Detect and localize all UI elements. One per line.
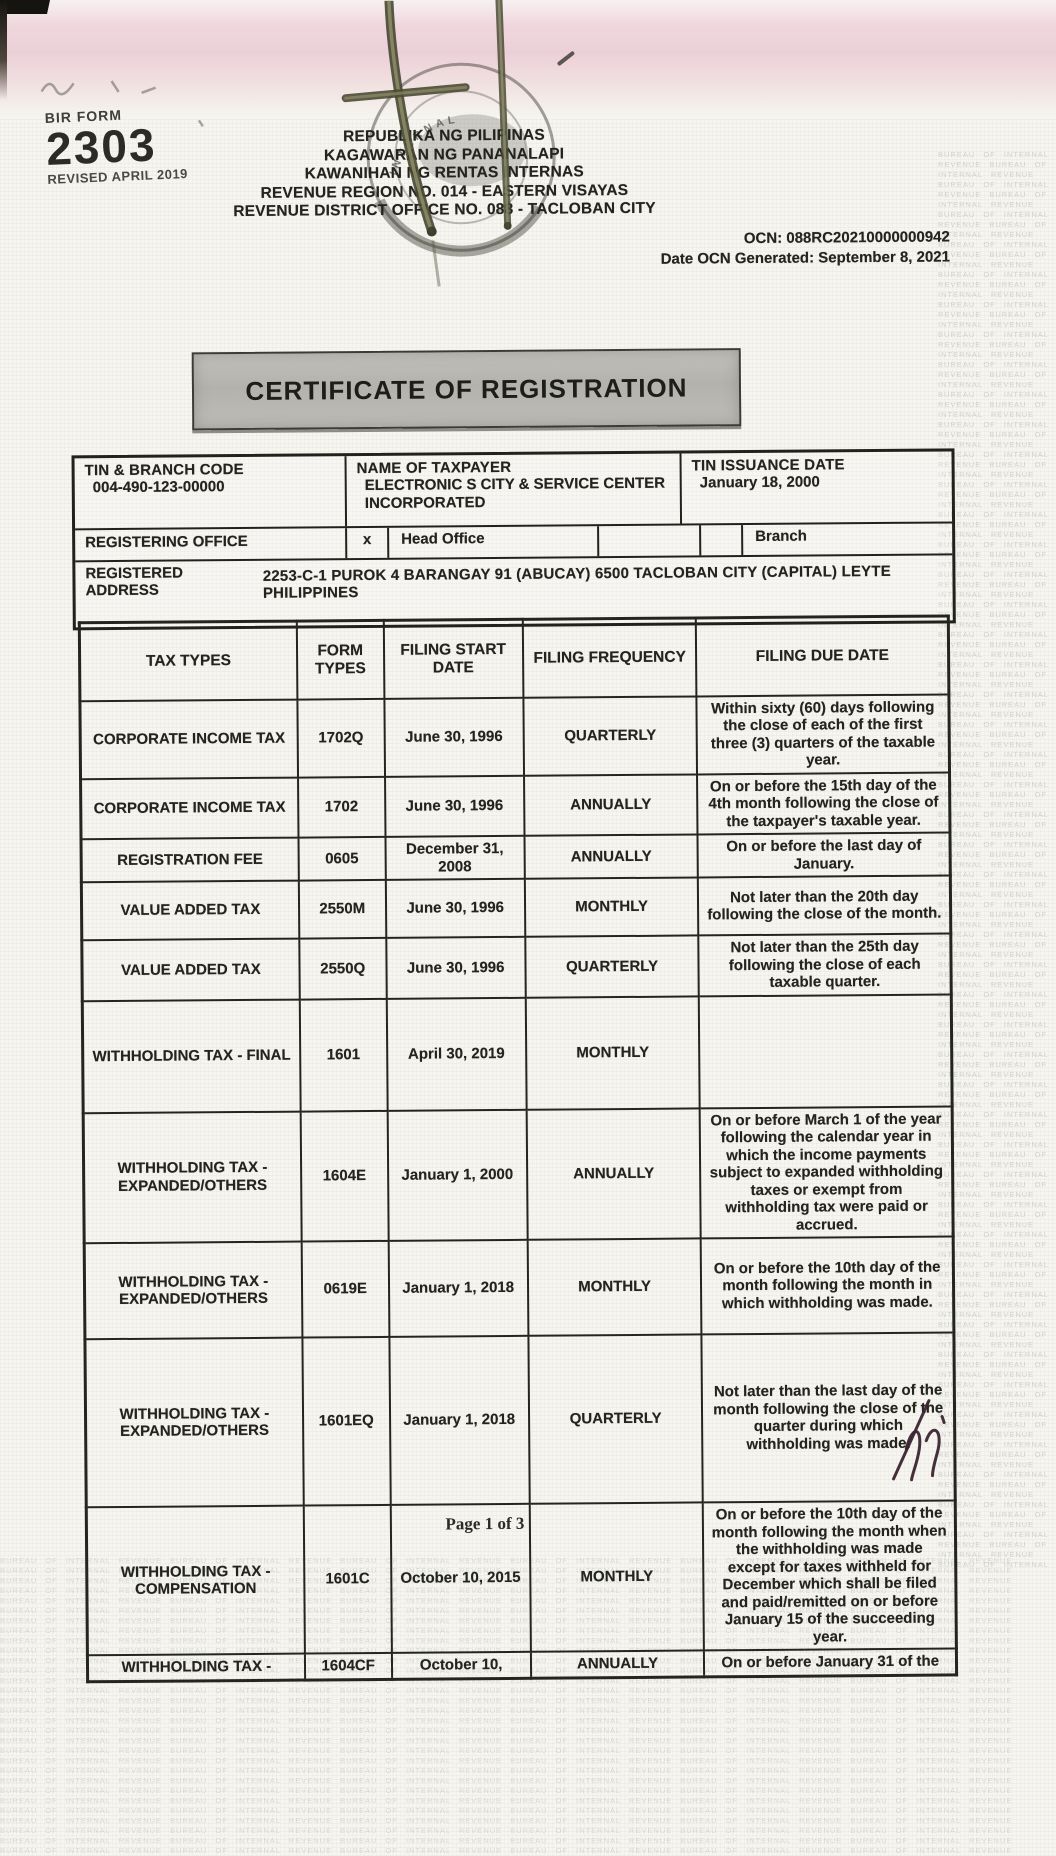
tin-branch-label: TIN & BRANCH CODE bbox=[84, 460, 244, 480]
start-date-cell: January 1, 2018 bbox=[389, 1335, 530, 1505]
form-id-block: BIR FORM 2303 REVISED APRIL 2019 bbox=[44, 104, 188, 187]
watermark-pattern: BUREAU OF INTERNAL REVENUE BUREAU OF INT… bbox=[0, 1556, 1013, 1855]
due-date-cell: On or before March 1 of the year followi… bbox=[700, 1105, 954, 1239]
branch-checkbox bbox=[701, 525, 744, 556]
due-date-cell: Not later than the last day of the month… bbox=[701, 1332, 956, 1503]
table-row: WITHHOLDING TAX - EXPANDED/OTHERS 1604E … bbox=[83, 1105, 954, 1244]
tin-branch-value: 004-490-123-00000 bbox=[92, 478, 225, 497]
frequency-cell: ANNUALLY bbox=[530, 1650, 705, 1678]
due-date-cell: On or before January 31 of the bbox=[704, 1648, 957, 1677]
form-type-cell: 1604E bbox=[300, 1110, 389, 1242]
scan-edge-artifact bbox=[0, 0, 50, 14]
tax-type-cell: WITHHOLDING TAX - EXPANDED/OTHERS bbox=[84, 1337, 304, 1508]
head-office-checkbox: x bbox=[347, 527, 390, 559]
table-row: WITHHOLDING TAX - 1604CF October 10, ANN… bbox=[87, 1648, 957, 1682]
scan-edge-artifact bbox=[0, 0, 7, 100]
form-type-cell: 1604CF bbox=[304, 1652, 392, 1680]
start-date-cell: December 31, 2008 bbox=[385, 835, 525, 880]
taxpayer-name-value: ELECTRONIC S CITY & SERVICE CENTER INCOR… bbox=[364, 474, 666, 513]
table-row: WITHHOLDING TAX - EXPANDED/OTHERS 1601EQ… bbox=[84, 1332, 956, 1508]
table-row: CORPORATE INCOME TAX 1702 June 30, 1996 … bbox=[80, 771, 950, 840]
start-date-cell: June 30, 1996 bbox=[385, 878, 525, 938]
tax-type-cell: VALUE ADDED TAX bbox=[81, 880, 300, 941]
taxpayer-name-cell: NAME OF TAXPAYER ELECTRONIC S CITY & SER… bbox=[346, 453, 683, 527]
header-filing-start-date: FILING START DATE bbox=[383, 619, 524, 699]
tax-type-cell: WITHHOLDING TAX - FINAL bbox=[82, 999, 301, 1113]
certificate-title-banner: CERTIFICATE OF REGISTRATION bbox=[191, 348, 742, 431]
frequency-cell: QUARTERLY bbox=[523, 695, 698, 776]
registered-address-label: REGISTERED ADDRESS bbox=[85, 564, 184, 600]
due-date-cell: Within sixty (60) days following the clo… bbox=[696, 693, 950, 774]
agency-header: REPUBLIKA NG PILIPINAS KAGAWARAN NG PANA… bbox=[179, 125, 710, 222]
due-date-cell bbox=[699, 993, 953, 1108]
tin-issuance-label: TIN ISSUANCE DATE bbox=[691, 456, 845, 475]
tax-type-cell: WITHHOLDING TAX - EXPANDED/OTHERS bbox=[84, 1241, 303, 1340]
ocn-block: OCN: 088RC20210000000942 Date OCN Genera… bbox=[540, 227, 950, 270]
tax-type-cell: REGISTRATION FEE bbox=[81, 837, 299, 883]
watermark-pattern: BUREAU OF INTERNAL REVENUE BUREAU OF INT… bbox=[938, 150, 1049, 1569]
start-date-cell: June 30, 1996 bbox=[384, 697, 524, 777]
start-date-cell: October 10, bbox=[391, 1651, 531, 1679]
start-date-cell: June 30, 1996 bbox=[385, 936, 526, 999]
head-office-label: Head Office bbox=[389, 526, 600, 558]
frequency-cell: ANNUALLY bbox=[523, 773, 698, 836]
registering-office-label: REGISTERING OFFICE bbox=[75, 528, 348, 561]
due-date-cell: On or before the 10th day of the month f… bbox=[703, 1500, 957, 1651]
due-date-cell: On or before the 15th day of the 4th mon… bbox=[697, 771, 950, 835]
table-header-row: TAX TYPES FORM TYPES FILING START DATE F… bbox=[79, 615, 949, 701]
frequency-cell: MONTHLY bbox=[525, 995, 701, 1110]
start-date-cell: January 1, 2000 bbox=[387, 1109, 528, 1241]
tin-branch-cell: TIN & BRANCH CODE 004-490-123-00000 bbox=[74, 456, 348, 529]
tax-type-cell: WITHHOLDING TAX - bbox=[87, 1653, 305, 1682]
due-date-cell: On or before the 10th day of the month f… bbox=[701, 1236, 954, 1335]
tax-type-cell: VALUE ADDED TAX bbox=[81, 938, 300, 1001]
table-row: VALUE ADDED TAX 2550M June 30, 1996 MONT… bbox=[81, 875, 951, 941]
table-row: REGISTRATION FEE 0605 December 31, 2008 … bbox=[81, 832, 951, 883]
table-row: WITHHOLDING TAX - EXPANDED/OTHERS 0619E … bbox=[84, 1236, 954, 1340]
tin-issuance-cell: TIN ISSUANCE DATE January 18, 2000 bbox=[681, 451, 952, 523]
start-date-cell: January 1, 2018 bbox=[388, 1239, 529, 1337]
scan-top-band bbox=[0, 0, 1056, 118]
header-form-types: FORM TYPES bbox=[296, 620, 385, 700]
frequency-cell: MONTHLY bbox=[527, 1238, 702, 1336]
frequency-cell: ANNUALLY bbox=[524, 834, 699, 879]
header-filing-frequency: FILING FREQUENCY bbox=[522, 617, 697, 698]
form-type-cell: 1601EQ bbox=[302, 1336, 391, 1506]
table-row: CORPORATE INCOME TAX 1702Q June 30, 1996… bbox=[79, 693, 950, 779]
form-type-cell: 1702 bbox=[297, 776, 386, 838]
form-type-cell: 2550M bbox=[298, 879, 386, 939]
page-title: CERTIFICATE OF REGISTRATION bbox=[245, 372, 688, 406]
due-date-cell: Not later than the 25th day following th… bbox=[698, 933, 952, 996]
registering-office-gap bbox=[599, 525, 702, 557]
tax-type-cell: CORPORATE INCOME TAX bbox=[79, 699, 298, 779]
due-date-cell: Not later than the 20th day following th… bbox=[698, 875, 951, 936]
form-type-cell: 0619E bbox=[301, 1240, 390, 1338]
form-number: 2303 bbox=[45, 118, 158, 175]
tax-type-cell: WITHHOLDING TAX - COMPENSATION bbox=[86, 1505, 305, 1656]
due-date-cell: On or before the last day of January. bbox=[697, 832, 951, 878]
form-type-cell: 1601C bbox=[303, 1504, 392, 1654]
form-type-cell: 1601 bbox=[299, 998, 388, 1112]
header-filing-due-date: FILING DUE DATE bbox=[696, 615, 949, 696]
page-number: Page 1 of 3 bbox=[445, 1513, 525, 1534]
taxpayer-info-box: TIN & BRANCH CODE 004-490-123-00000 NAME… bbox=[71, 448, 956, 631]
ocn-generated-date: Date OCN Generated: September 8, 2021 bbox=[660, 248, 951, 268]
frequency-cell: QUARTERLY bbox=[528, 1334, 704, 1504]
table-row: WITHHOLDING TAX - FINAL 1601 April 30, 2… bbox=[82, 993, 953, 1113]
form-type-cell: 0605 bbox=[298, 836, 386, 881]
frequency-cell: ANNUALLY bbox=[526, 1107, 702, 1240]
start-date-cell: June 30, 1996 bbox=[384, 775, 525, 837]
tin-issuance-value: January 18, 2000 bbox=[699, 473, 820, 492]
start-date-cell: April 30, 2019 bbox=[386, 997, 527, 1111]
form-type-cell: 2550Q bbox=[299, 937, 387, 1000]
frequency-cell: MONTHLY bbox=[524, 877, 699, 937]
frequency-cell: QUARTERLY bbox=[524, 935, 700, 998]
table-row: VALUE ADDED TAX 2550Q June 30, 1996 QUAR… bbox=[81, 933, 952, 1001]
tax-type-cell: WITHHOLDING TAX - EXPANDED/OTHERS bbox=[83, 1111, 302, 1244]
header-tax-types: TAX TYPES bbox=[79, 621, 298, 701]
branch-label: Branch bbox=[755, 527, 807, 545]
tax-type-cell: CORPORATE INCOME TAX bbox=[80, 777, 299, 840]
form-type-cell: 1702Q bbox=[297, 698, 385, 778]
